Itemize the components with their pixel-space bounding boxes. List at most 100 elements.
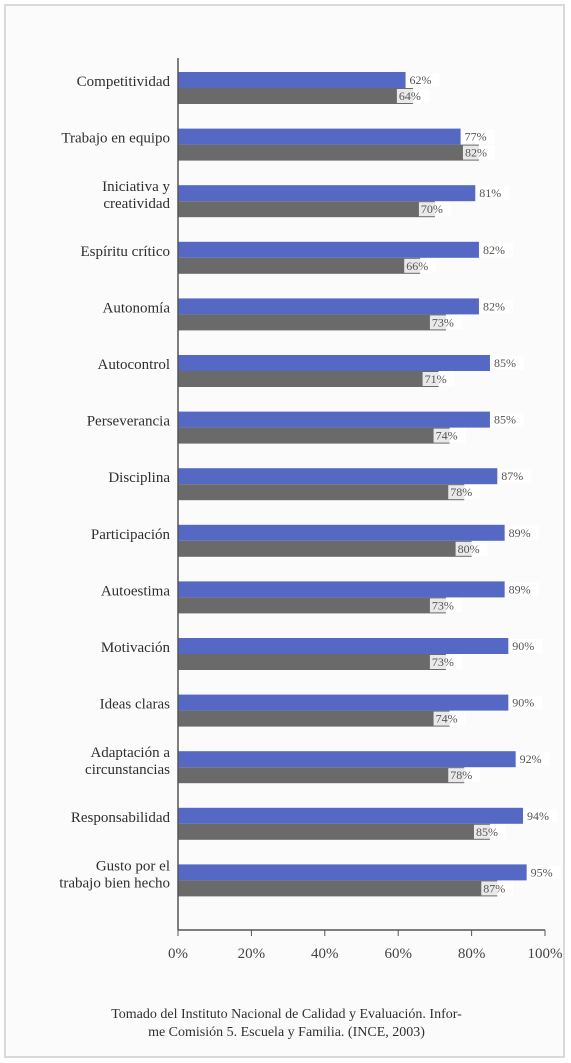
data-label: 90% bbox=[512, 639, 534, 653]
x-tick-label: 60% bbox=[384, 946, 412, 962]
data-label: 85% bbox=[494, 413, 516, 427]
bar bbox=[178, 864, 527, 881]
data-label: 80% bbox=[458, 542, 480, 556]
bar bbox=[178, 371, 439, 387]
data-label: 92% bbox=[520, 752, 542, 766]
data-label: 71% bbox=[425, 372, 447, 386]
category-label: Autocontrol bbox=[98, 357, 171, 373]
bar bbox=[178, 484, 465, 501]
bar bbox=[178, 880, 498, 897]
bar bbox=[178, 524, 505, 541]
data-label: 94% bbox=[527, 809, 549, 823]
data-label: 64% bbox=[399, 89, 421, 103]
category-label: Motivación bbox=[101, 640, 171, 656]
data-label-bg bbox=[491, 412, 524, 427]
data-label: 89% bbox=[509, 582, 531, 596]
bar bbox=[178, 88, 413, 104]
x-tick-label: 0% bbox=[168, 946, 188, 962]
caption-line-1: Tomado del Instituto Nacional de Calidad… bbox=[111, 1007, 462, 1022]
data-label: 81% bbox=[479, 186, 501, 200]
category-label: Ideas claras bbox=[100, 697, 171, 713]
bar bbox=[178, 201, 435, 218]
category-label: Espíritu crítico bbox=[80, 244, 170, 260]
data-label: 82% bbox=[483, 243, 505, 257]
bar bbox=[178, 411, 490, 428]
data-label-bg bbox=[517, 752, 550, 767]
bar bbox=[178, 540, 472, 557]
data-label-bg bbox=[477, 186, 510, 201]
data-label: 87% bbox=[483, 881, 505, 895]
source-caption: Tomado del Instituto Nacional de Calidad… bbox=[14, 1006, 559, 1042]
data-label-bg bbox=[462, 145, 495, 160]
category-label: Adaptación a bbox=[90, 745, 170, 761]
data-label: 85% bbox=[476, 825, 498, 839]
bar bbox=[178, 72, 406, 88]
data-label-bg bbox=[418, 202, 451, 217]
category-label: Participación bbox=[91, 527, 171, 543]
category-label: Gusto por el bbox=[96, 858, 170, 874]
data-label-bg bbox=[404, 258, 437, 273]
data-label: 73% bbox=[432, 655, 454, 669]
bar bbox=[178, 694, 509, 711]
bar bbox=[178, 298, 479, 315]
data-label: 89% bbox=[509, 526, 531, 540]
data-label: 82% bbox=[483, 299, 505, 313]
data-label-bg bbox=[462, 129, 495, 144]
data-label-bg bbox=[429, 315, 462, 330]
data-label: 73% bbox=[432, 315, 454, 329]
category-label: Iniciativa y bbox=[102, 179, 170, 195]
data-label-bg bbox=[448, 768, 481, 783]
data-label-bg bbox=[429, 655, 462, 669]
data-label-bg bbox=[524, 808, 557, 823]
data-label: 74% bbox=[436, 712, 458, 726]
data-label: 74% bbox=[436, 429, 458, 443]
caption-line-2: me Comisión 5. Escuela y Familia. (INCE,… bbox=[148, 1025, 425, 1040]
data-label: 90% bbox=[512, 696, 534, 710]
data-label-bg bbox=[396, 89, 429, 103]
data-label: 77% bbox=[465, 130, 487, 144]
data-label-bg bbox=[448, 485, 481, 500]
bar bbox=[178, 241, 479, 258]
data-label-bg bbox=[510, 639, 543, 653]
bar bbox=[178, 185, 476, 202]
category-label: Perseverancia bbox=[87, 414, 171, 430]
bar bbox=[178, 751, 516, 768]
category-label: Responsabilidad bbox=[71, 810, 171, 826]
bar bbox=[178, 638, 509, 654]
data-label-bg bbox=[422, 372, 455, 386]
bar bbox=[178, 597, 446, 614]
x-tick-label: 80% bbox=[458, 946, 486, 962]
data-label: 82% bbox=[465, 146, 487, 160]
data-label-bg bbox=[429, 598, 462, 613]
data-label: 95% bbox=[531, 865, 553, 879]
category-label: Competitividad bbox=[77, 74, 171, 90]
data-label: 62% bbox=[410, 73, 432, 87]
data-label: 73% bbox=[432, 598, 454, 612]
bar bbox=[178, 767, 465, 784]
data-label: 78% bbox=[450, 485, 472, 499]
data-label-bg bbox=[433, 711, 466, 726]
data-label: 85% bbox=[494, 356, 516, 370]
data-label-bg bbox=[433, 428, 466, 443]
x-tick-label: 20% bbox=[238, 946, 266, 962]
data-label-bg bbox=[407, 73, 440, 87]
bar bbox=[178, 257, 421, 274]
data-label-bg bbox=[528, 865, 561, 880]
data-label-bg bbox=[499, 469, 532, 484]
bar bbox=[178, 128, 461, 145]
category-label: Autonomía bbox=[103, 300, 171, 316]
x-tick-label: 40% bbox=[311, 946, 339, 962]
bar bbox=[178, 144, 479, 161]
data-label-bg bbox=[506, 525, 539, 540]
data-label-bg bbox=[480, 242, 513, 257]
category-label: Trabajo en equipo bbox=[61, 131, 170, 147]
data-label-bg bbox=[510, 695, 543, 710]
data-label: 66% bbox=[406, 259, 428, 273]
data-label: 78% bbox=[450, 768, 472, 782]
bar bbox=[178, 314, 446, 331]
category-label: circunstancias bbox=[85, 762, 170, 778]
x-tick-label: 100% bbox=[528, 946, 563, 962]
data-label-bg bbox=[506, 582, 539, 597]
bar-chart: Competitividad 62% 64% Trabajo en equipo 77%… bbox=[59, 58, 563, 962]
bar bbox=[178, 355, 490, 371]
